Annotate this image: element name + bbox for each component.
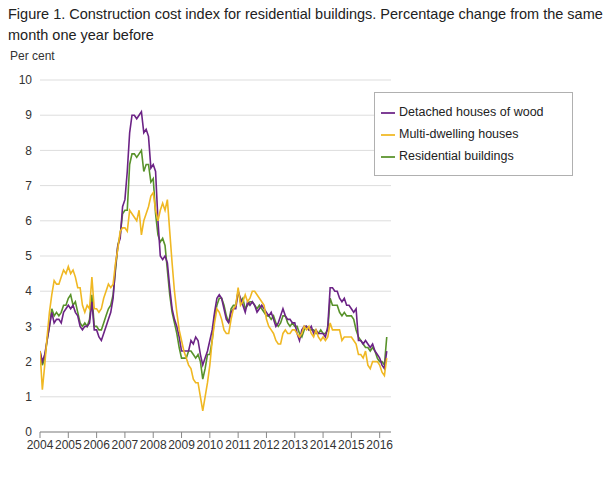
svg-text:2010: 2010 [196, 438, 223, 452]
svg-text:4: 4 [25, 284, 32, 298]
html-text:Multi-dwelling houses: Multi-dwelling houses [399, 127, 519, 141]
svg-text:2004: 2004 [27, 438, 54, 452]
svg-text:2012: 2012 [253, 438, 280, 452]
svg-text:6: 6 [25, 214, 32, 228]
svg-text:0: 0 [25, 425, 32, 439]
svg-text:8: 8 [25, 144, 32, 158]
svg-text:2009: 2009 [168, 438, 195, 452]
html-text:Residential buildings: Residential buildings [399, 149, 514, 163]
html-text:Detached houses of wood: Detached houses of wood [399, 105, 544, 119]
svg-text:2008: 2008 [140, 438, 167, 452]
svg-text:5: 5 [25, 249, 32, 263]
svg-text:2015: 2015 [338, 438, 365, 452]
svg-text:2011: 2011 [225, 438, 251, 452]
svg-text:2: 2 [25, 355, 32, 369]
svg-text:2007: 2007 [112, 438, 139, 452]
svg-text:1: 1 [25, 390, 32, 404]
svg-text:7: 7 [25, 179, 32, 193]
svg-text:2005: 2005 [55, 438, 82, 452]
svg-text:10: 10 [19, 73, 33, 87]
svg-text:9: 9 [25, 108, 32, 122]
html-text:Per cent: Per cent [10, 49, 55, 63]
html-text:Figure 1. Construction cost in: Figure 1. Construction cost index for re… [8, 6, 603, 43]
svg-text:2014: 2014 [310, 438, 337, 452]
svg-text:3: 3 [25, 320, 32, 334]
svg-text:2016: 2016 [366, 438, 393, 452]
svg-text:2013: 2013 [281, 438, 308, 452]
svg-text:2006: 2006 [83, 438, 110, 452]
